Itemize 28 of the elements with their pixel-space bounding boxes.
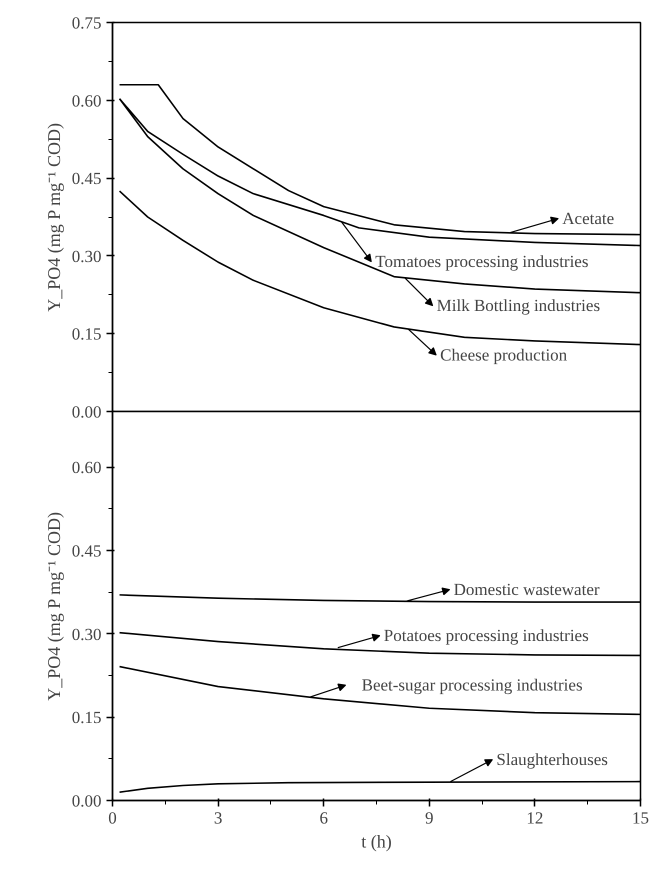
annotation: Milk Bottling industries (436, 296, 600, 316)
x-tick-label: 15 (632, 808, 649, 828)
x-tick-label: 6 (319, 808, 328, 828)
annotation: Potatoes processing industries (384, 626, 589, 646)
x-tick-label: 12 (526, 808, 544, 828)
x-axis-title: t (h) (361, 832, 392, 852)
y-axis-title: Y_PO4 (mg P mg⁻¹ COD) (44, 122, 64, 312)
y-tick-label: 0.00 (72, 402, 102, 422)
x-tick-label: 0 (108, 808, 117, 828)
y-axis-title: Y_PO4 (mg P mg⁻¹ COD) (44, 512, 64, 701)
annotation: Slaughterhouses (496, 750, 608, 770)
y-tick-label: 0.30 (72, 624, 102, 644)
y-tick-label: 0.60 (72, 458, 102, 478)
y-tick-label: 0.15 (72, 708, 102, 728)
annotation: Tomatoes processing industries (375, 252, 588, 272)
y-tick-label: 0.45 (72, 169, 102, 188)
y-tick-label: 0.15 (72, 324, 102, 344)
annotation: Acetate (562, 209, 614, 228)
annotation: Cheese production (440, 346, 568, 365)
y-tick-label: 0.45 (72, 541, 102, 560)
y-tick-label: 0.00 (72, 792, 102, 810)
y-tick-label: 0.60 (72, 91, 102, 110)
annotation: Beet-sugar processing industries (362, 676, 583, 695)
y-tick-label: 0.75 (72, 14, 102, 32)
x-tick-label: 3 (214, 808, 222, 828)
y-tick-label: 0.30 (72, 246, 102, 266)
x-tick-label: 9 (425, 808, 434, 828)
annotation: Domestic wastewater (454, 580, 600, 600)
